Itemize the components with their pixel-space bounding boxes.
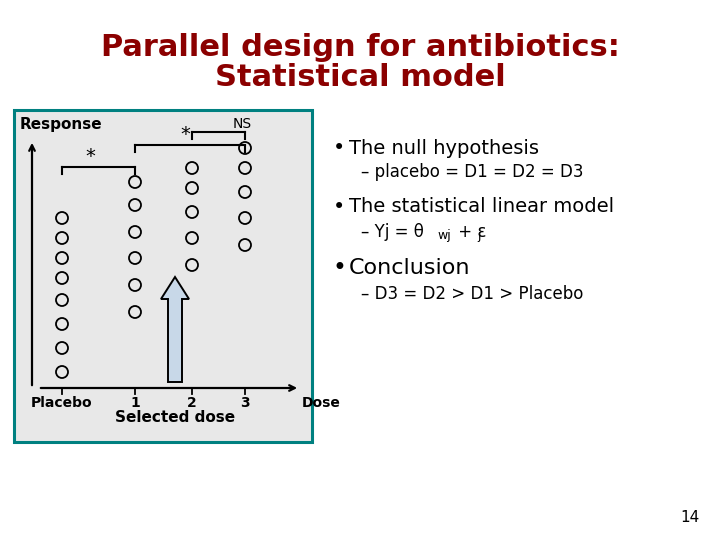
Text: Response: Response bbox=[20, 117, 103, 132]
Text: Placebo: Placebo bbox=[31, 396, 93, 410]
Text: – Yj = θ: – Yj = θ bbox=[361, 223, 424, 241]
Text: 14: 14 bbox=[680, 510, 700, 525]
Text: NS: NS bbox=[233, 117, 251, 131]
Text: + ε: + ε bbox=[453, 223, 487, 241]
Bar bbox=[14, 110, 312, 442]
Text: *: * bbox=[86, 147, 96, 166]
Text: Parallel design for antibiotics:: Parallel design for antibiotics: bbox=[101, 33, 619, 63]
Text: 3: 3 bbox=[240, 396, 250, 410]
Text: 1: 1 bbox=[130, 396, 140, 410]
Text: Conclusion: Conclusion bbox=[349, 258, 470, 278]
Text: *: * bbox=[180, 125, 190, 144]
Text: •: • bbox=[333, 197, 346, 217]
Text: Statistical model: Statistical model bbox=[215, 64, 505, 92]
Text: •: • bbox=[333, 138, 346, 158]
Text: Selected dose: Selected dose bbox=[115, 410, 235, 425]
FancyArrow shape bbox=[161, 277, 189, 382]
Text: The null hypothesis: The null hypothesis bbox=[349, 138, 539, 158]
Text: •: • bbox=[333, 256, 347, 280]
Text: – D3 = D2 > D1 > Placebo: – D3 = D2 > D1 > Placebo bbox=[361, 285, 583, 303]
Text: Dose: Dose bbox=[302, 396, 341, 410]
Text: – placebo = D1 = D2 = D3: – placebo = D1 = D2 = D3 bbox=[361, 163, 583, 181]
Text: j: j bbox=[477, 230, 480, 242]
Text: 2: 2 bbox=[187, 396, 197, 410]
Text: The statistical linear model: The statistical linear model bbox=[349, 198, 614, 217]
Text: wj: wj bbox=[437, 230, 451, 242]
